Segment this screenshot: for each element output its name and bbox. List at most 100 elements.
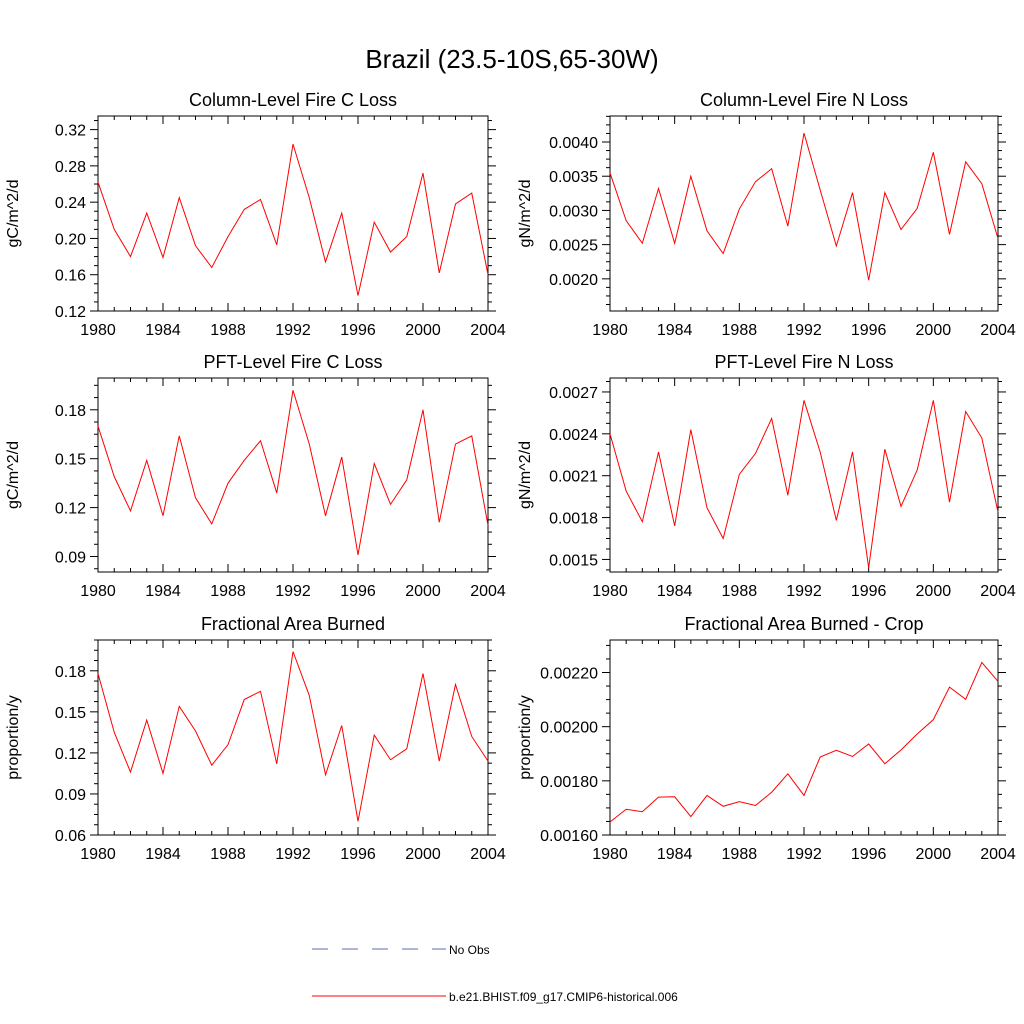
series-line-1 <box>97 651 489 822</box>
y-tick-label: 0.0021 <box>549 469 598 486</box>
x-tick-label: 1996 <box>851 846 887 863</box>
y-tick-label: 0.0020 <box>549 272 598 289</box>
x-tick-label: 2004 <box>470 846 506 863</box>
y-tick-label: 0.0035 <box>549 169 598 186</box>
y-tick-label: 0.09 <box>55 550 86 567</box>
x-tick-label: 1984 <box>145 322 181 339</box>
x-tick-label: 2000 <box>405 322 441 339</box>
x-tick-label: 1996 <box>851 322 887 339</box>
series-line-1 <box>609 132 999 281</box>
x-tick-label: 1996 <box>340 322 376 339</box>
legend-label: b.e21.BHIST.f09_g17.CMIP6-historical.006 <box>449 990 678 1004</box>
plot-frame <box>609 639 999 836</box>
y-tick-label: 0.00200 <box>540 720 598 737</box>
chart-panel-1: Column-Level Fire C Loss 1980 1984 1988 1992… <box>5 90 506 339</box>
y-tick-label: 0.0040 <box>549 135 598 152</box>
x-tick-label: 1992 <box>275 322 311 339</box>
x-tick-label: 1992 <box>275 846 311 863</box>
y-axis-label: proportion/y <box>5 695 22 780</box>
x-tick-label: 1996 <box>851 583 887 600</box>
plot-frame <box>97 377 489 573</box>
x-tick-label: 2000 <box>916 846 952 863</box>
y-axis-label: gC/m^2/d <box>5 180 22 248</box>
legend: No Obs b.e21.BHIST.f09_g17.CMIP6-historic… <box>312 943 678 1004</box>
y-tick-label: 0.0027 <box>549 385 598 402</box>
x-tick-label: 1988 <box>722 322 758 339</box>
y-tick-label: 0.18 <box>55 403 86 420</box>
y-tick-label: 0.00220 <box>540 666 598 683</box>
x-tick-label: 2000 <box>405 846 441 863</box>
x-tick-label: 1980 <box>592 322 628 339</box>
panel-title: Column-Level Fire N Loss <box>700 90 908 110</box>
x-tick-label: 1980 <box>80 322 116 339</box>
y-tick-label: 0.09 <box>55 787 86 804</box>
chart-panel-4: PFT-Level Fire N Loss 1980 1984 1988 1992 199… <box>517 352 1016 600</box>
panel-title: Fractional Area Burned <box>201 614 385 634</box>
x-tick-label: 1988 <box>722 846 758 863</box>
y-tick-label: 0.16 <box>55 268 86 285</box>
y-tick-label: 0.0030 <box>549 203 598 220</box>
y-axis-label: proportion/y <box>517 695 534 780</box>
y-axis-label: gN/m^2/d <box>517 441 534 509</box>
chart-panel-6: Fractional Area Burned - Crop 1980 1984 198… <box>517 614 1016 863</box>
panel-title: PFT-Level Fire C Loss <box>203 352 382 372</box>
x-tick-label: 1980 <box>80 583 116 600</box>
series-line-1 <box>609 400 999 568</box>
x-tick-label: 2004 <box>470 322 506 339</box>
chart-panel-5: Fractional Area Burned 1980 1984 1988 1992 19… <box>5 614 506 863</box>
chart-panel-2: Column-Level Fire N Loss 1980 1984 1988 1992… <box>517 90 1016 339</box>
y-tick-label: 0.0025 <box>549 238 598 255</box>
y-tick-label: 0.24 <box>55 195 86 212</box>
series-line-1 <box>609 661 999 823</box>
y-tick-label: 0.15 <box>55 705 86 722</box>
y-tick-label: 0.32 <box>55 123 86 140</box>
x-tick-label: 2004 <box>980 583 1016 600</box>
x-tick-label: 2000 <box>916 583 952 600</box>
y-tick-label: 0.0015 <box>549 552 598 569</box>
x-tick-label: 1992 <box>786 322 822 339</box>
x-tick-label: 1996 <box>340 846 376 863</box>
y-tick-label: 0.00180 <box>540 774 598 791</box>
x-tick-label: 1996 <box>340 583 376 600</box>
y-axis-label: gC/m^2/d <box>5 441 22 509</box>
figure-title: Brazil (23.5-10S,65-30W) <box>365 44 658 74</box>
y-tick-label: 0.18 <box>55 664 86 681</box>
x-tick-label: 1984 <box>145 846 181 863</box>
y-axis-label: gN/m^2/d <box>517 180 534 248</box>
y-tick-label: 0.06 <box>55 828 86 845</box>
x-tick-label: 1988 <box>210 846 246 863</box>
panel-title: Column-Level Fire C Loss <box>189 90 397 110</box>
x-tick-label: 1984 <box>145 583 181 600</box>
x-tick-label: 2000 <box>405 583 441 600</box>
chart-panel-3: PFT-Level Fire C Loss 1980 1984 1988 1992 199… <box>5 352 506 600</box>
legend-item-no-obs: No Obs <box>312 943 490 957</box>
x-tick-label: 1980 <box>80 846 116 863</box>
x-tick-label: 1992 <box>786 583 822 600</box>
y-tick-label: 0.20 <box>55 231 86 248</box>
y-tick-label: 0.0018 <box>549 511 598 528</box>
legend-label: No Obs <box>449 943 490 957</box>
x-tick-label: 2004 <box>980 322 1016 339</box>
x-tick-label: 1988 <box>210 322 246 339</box>
legend-item-model: b.e21.BHIST.f09_g17.CMIP6-historical.006 <box>312 990 678 1004</box>
x-tick-label: 1988 <box>210 583 246 600</box>
series-line-1 <box>97 143 489 296</box>
x-tick-label: 1984 <box>657 846 693 863</box>
x-tick-label: 1980 <box>592 583 628 600</box>
x-tick-label: 1988 <box>722 583 758 600</box>
series-line-1 <box>97 390 489 555</box>
x-tick-label: 1992 <box>786 846 822 863</box>
y-tick-label: 0.00160 <box>540 828 598 845</box>
y-tick-label: 0.12 <box>55 746 86 763</box>
y-tick-label: 0.0024 <box>549 427 598 444</box>
plot-frame <box>609 377 999 573</box>
y-tick-label: 0.12 <box>55 304 86 321</box>
plot-frame <box>609 115 999 312</box>
x-tick-label: 2004 <box>980 846 1016 863</box>
panels: Column-Level Fire C Loss 1980 1984 1988 1992… <box>5 90 1016 863</box>
x-tick-label: 2004 <box>470 583 506 600</box>
x-tick-label: 2000 <box>916 322 952 339</box>
panel-title: PFT-Level Fire N Loss <box>714 352 893 372</box>
plot-frame <box>97 639 489 836</box>
